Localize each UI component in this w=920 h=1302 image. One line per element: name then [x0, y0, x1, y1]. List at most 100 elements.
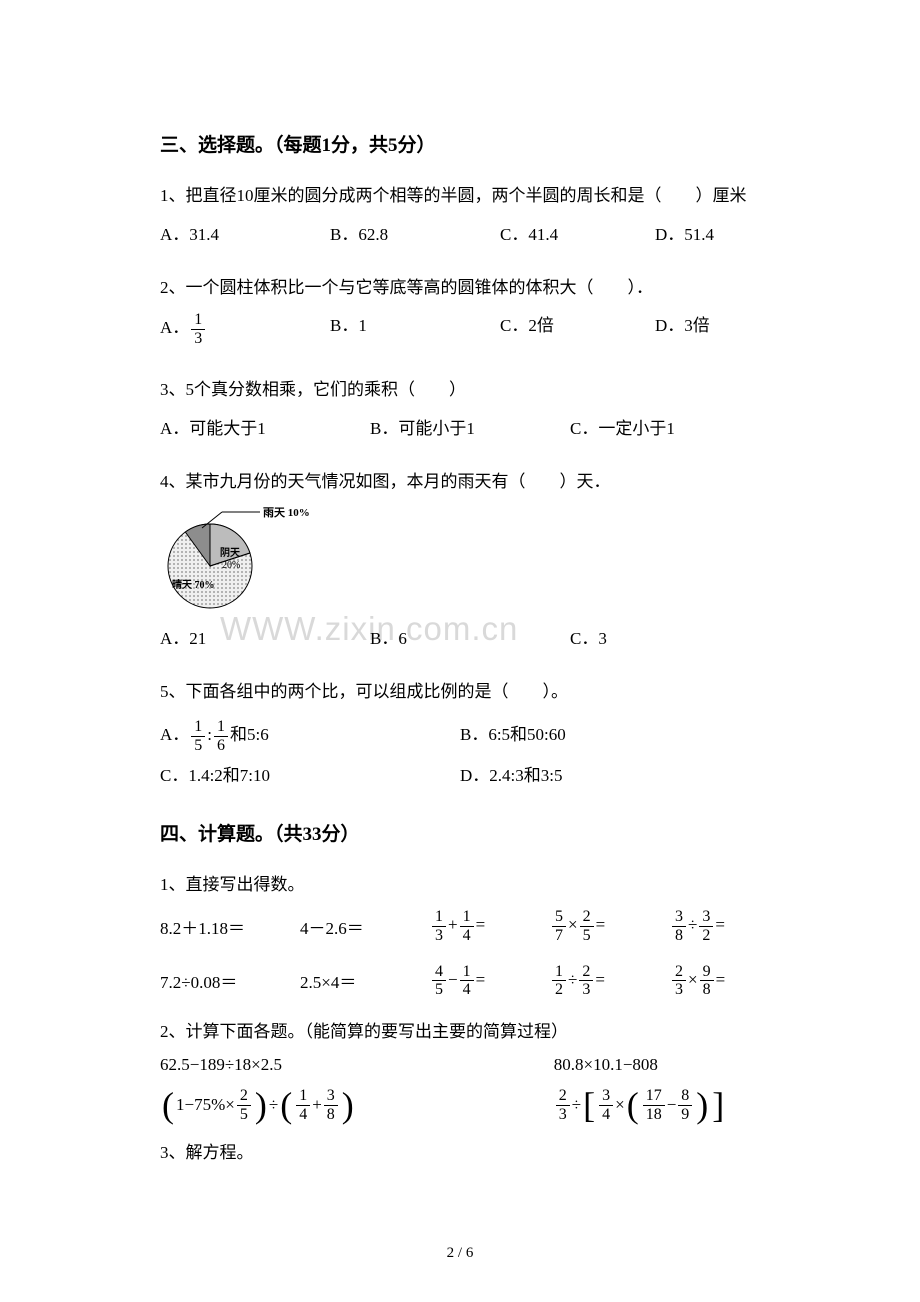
r2c5d1: 3 [672, 981, 686, 999]
q5-a-prefix: A． [160, 725, 189, 744]
r2l-f3n: 3 [324, 1087, 338, 1106]
r2c3eq: = [476, 970, 486, 989]
q1-opt-d: D．51.4 [655, 220, 805, 245]
rparen-icon: ) [255, 1087, 267, 1123]
page-number: 2 / 6 [0, 1245, 920, 1262]
rparen3-icon: ) [696, 1087, 708, 1123]
q3-opt-b: B．可能小于1 [370, 414, 570, 439]
r1c5n2: 3 [699, 908, 713, 927]
calc2-row-2: ( 1−75%× 25 ) ÷ ( 14 + 38 ) 23 ÷ [ 34 × … [160, 1087, 760, 1123]
q4-opt-b: B．6 [370, 624, 570, 649]
r1c2: 4－2.6＝ [300, 914, 430, 939]
lparen2-icon: ( [280, 1087, 292, 1123]
r2r-f4d: 9 [678, 1106, 692, 1124]
q1-opt-a: A．31.4 [160, 220, 330, 245]
c2r1-right: 80.8×10.1−808 [554, 1055, 760, 1075]
r2c3d2: 4 [460, 981, 474, 999]
c2r2-left: ( 1−75%× 25 ) ÷ ( 14 + 38 ) [160, 1087, 554, 1123]
q5-a-d2: 6 [214, 737, 228, 755]
r2r-f2n: 3 [599, 1087, 613, 1106]
rbrack-icon: ] [712, 1087, 724, 1123]
r2l-pre: 1−75%× [176, 1095, 235, 1115]
r2c2: 2.5×4＝ [300, 968, 430, 993]
q4-text: 4、某市九月份的天气情况如图，本月的雨天有（ ）天． [160, 467, 760, 498]
r2l-f3d: 8 [324, 1106, 338, 1124]
q4-opt-a: A．21 [160, 624, 370, 649]
r2c4eq: = [595, 970, 605, 989]
r1c5n1: 3 [672, 908, 686, 927]
r2l-f1d: 5 [237, 1106, 251, 1124]
r2r-f4n: 8 [678, 1087, 692, 1106]
r2c3n1: 4 [432, 963, 446, 982]
r1c4op: × [568, 915, 578, 934]
lparen-icon: ( [162, 1087, 174, 1123]
r2r-div: ÷ [572, 1095, 581, 1115]
r2c3n2: 1 [460, 963, 474, 982]
q2-a-den: 3 [191, 330, 205, 348]
r2c5: 23×98= [670, 963, 780, 999]
s4-p1-label: 1、直接写出得数。 [160, 870, 760, 901]
r1c3n2: 1 [460, 908, 474, 927]
calc2-row-1: 62.5−189÷18×2.5 80.8×10.1−808 [160, 1055, 760, 1075]
lbrack-icon: [ [583, 1087, 595, 1123]
svg-text:20%: 20% [222, 560, 240, 571]
q1-options: A．31.4 B．62.8 C．41.4 D．51.4 [160, 220, 760, 245]
r2l-plus: + [312, 1095, 322, 1115]
r2c4: 12÷23= [550, 963, 670, 999]
r2c5op: × [688, 970, 698, 989]
q2-a-num: 1 [191, 311, 205, 330]
q5-opt-c: C．1.4:2和7:10 [160, 756, 460, 797]
r2c3op: − [448, 970, 458, 989]
r2c3: 45−14= [430, 963, 550, 999]
r1c3d2: 4 [460, 927, 474, 945]
r2c5eq: = [716, 970, 726, 989]
svg-text:雨天 10%: 雨天 10% [263, 506, 310, 519]
q4-options: A．21 B．6 C．3 [160, 624, 760, 649]
r2r-times: × [615, 1095, 625, 1115]
r1c4n1: 5 [552, 908, 566, 927]
q2-opt-b: B．1 [330, 311, 500, 347]
q2-text: 2、一个圆柱体积比一个与它等底等高的圆锥体的体积大（ ）． [160, 273, 760, 304]
r1c3op: + [448, 915, 458, 934]
q5-opt-b: B．6:5和50:60 [460, 715, 710, 756]
q3-opt-c: C．一定小于1 [570, 414, 750, 439]
svg-text:阴天: 阴天 [220, 547, 241, 559]
q5-a-colon: : [207, 725, 212, 744]
r1c4d1: 7 [552, 927, 566, 945]
q5-a-d1: 5 [191, 737, 205, 755]
s4-p3-label: 3、解方程。 [160, 1138, 760, 1169]
r1c3eq: = [476, 915, 486, 934]
q2-opt-c: C．2倍 [500, 311, 655, 347]
q2-a-prefix: A． [160, 318, 189, 337]
q4-opt-c: C．3 [570, 624, 670, 649]
r2c5d2: 8 [700, 981, 714, 999]
r2c4d2: 3 [579, 981, 593, 999]
r1c5d2: 2 [699, 927, 713, 945]
r1c3n1: 1 [432, 908, 446, 927]
r2c4n2: 2 [579, 963, 593, 982]
r1c3: 13+14= [430, 908, 550, 944]
r2c4d1: 2 [552, 981, 566, 999]
q3-text: 3、5个真分数相乘，它们的乘积（ ） [160, 375, 760, 406]
r2r-f3n: 17 [643, 1087, 665, 1106]
q5-a-n1: 1 [191, 718, 205, 737]
r2r-f2d: 4 [599, 1106, 613, 1124]
calc-row-1: 8.2＋1.18＝ 4－2.6＝ 13+14= 57×25= 38÷32= [160, 908, 760, 944]
c2r1-left: 62.5−189÷18×2.5 [160, 1055, 554, 1075]
q2-opt-a: A．13 [160, 311, 330, 347]
r2c1: 7.2÷0.08＝ [160, 968, 300, 993]
q1-text: 1、把直径10厘米的圆分成两个相等的半圆，两个半圆的周长和是（ ）厘米 [160, 181, 760, 212]
q3-opt-a: A．可能大于1 [160, 414, 370, 439]
q3-options: A．可能大于1 B．可能小于1 C．一定小于1 [160, 414, 760, 439]
r2l-f1n: 2 [237, 1087, 251, 1106]
q2-opt-d: D．3倍 [655, 311, 805, 347]
rparen2-icon: ) [342, 1087, 354, 1123]
r1c4: 57×25= [550, 908, 670, 944]
q1-opt-b: B．62.8 [330, 220, 500, 245]
r1c4eq: = [596, 915, 606, 934]
r2c5n2: 9 [700, 963, 714, 982]
section4-title: 四、计算题。（共33分） [160, 819, 760, 846]
r1c5: 38÷32= [670, 908, 780, 944]
q5-a-suffix: 和5:6 [230, 725, 269, 744]
r1c4d2: 5 [580, 927, 594, 945]
